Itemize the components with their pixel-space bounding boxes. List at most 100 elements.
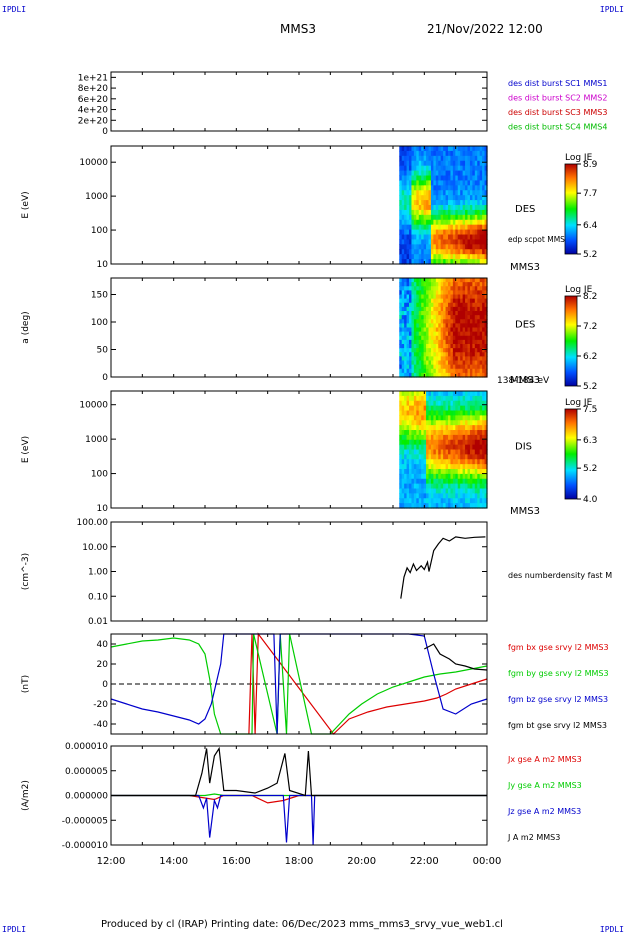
dis-energy-cell — [421, 483, 425, 490]
dis-energy-cell — [433, 439, 437, 446]
dis-energy-cell — [479, 469, 483, 475]
des-energy-cell — [479, 195, 483, 201]
des-energy-cell — [401, 165, 405, 172]
des-pitch-cell — [457, 360, 461, 366]
des-pitch-cell — [416, 348, 420, 353]
des-energy-cell — [426, 229, 430, 236]
des-energy-cell — [465, 244, 469, 250]
des-energy-cell — [452, 239, 456, 245]
des-energy-cell — [477, 185, 481, 191]
dis-energy-cell — [413, 469, 417, 475]
dis-energy-cell — [433, 503, 437, 509]
des-pitch-cell — [450, 339, 454, 345]
des-pitch-cell — [467, 302, 471, 308]
des-pitch-cell — [430, 298, 434, 304]
des-pitch-cell — [469, 335, 473, 341]
des-energy-cell — [457, 195, 461, 201]
des-energy-cell — [450, 195, 454, 201]
dis-energy-cell — [404, 444, 408, 451]
des-pitch-cell — [472, 352, 476, 357]
des-pitch-cell — [455, 339, 459, 345]
des-energy-cell — [462, 234, 466, 241]
dis-energy-cell — [465, 454, 469, 460]
dis-energy-cell — [438, 420, 442, 426]
dis-energy-cell — [421, 503, 425, 509]
des-energy-cell — [418, 146, 422, 152]
des-pitch-cell — [401, 294, 405, 300]
dis-energy-cell — [452, 473, 456, 480]
dis-energy-cell — [448, 444, 452, 451]
dis-energy-cell — [445, 439, 449, 446]
dis-energy-cell — [469, 430, 473, 436]
dis-energy-cell — [482, 395, 486, 402]
dis-energy-cell — [416, 391, 420, 397]
des-energy-cell — [435, 190, 439, 196]
des-energy-cell — [404, 185, 408, 191]
des-pitch-cell — [418, 298, 422, 304]
des-energy-cell — [440, 244, 444, 250]
des-energy-cell — [469, 229, 473, 236]
des-pitch-cell — [450, 360, 454, 366]
des-energy-cell — [406, 259, 410, 265]
des-pitch-cell — [423, 315, 427, 320]
current-ytick-label: 0.000005 — [65, 767, 108, 777]
des-energy-cell — [421, 185, 425, 191]
corner-mark-top-left: IPDLI — [2, 5, 27, 14]
des-pitch-cell — [416, 368, 420, 374]
dis-energy-cell — [426, 473, 430, 480]
des-pitch-cell — [428, 339, 432, 345]
des-energy-cell — [450, 170, 454, 177]
des-pitch-cell — [421, 368, 425, 374]
dis-energy-cell — [416, 469, 420, 475]
dis-energy-cell — [421, 410, 425, 416]
des-energy-cell — [423, 224, 427, 231]
dis-energy-cell — [428, 430, 432, 436]
des-pitch-cell — [404, 282, 408, 287]
des-pitch-cell — [457, 306, 461, 312]
des-energy-cell — [462, 249, 466, 255]
dis-energy-cell — [435, 503, 439, 509]
dis-energy-cell — [482, 503, 486, 509]
des-energy-cell — [482, 170, 486, 177]
des-energy-cell — [467, 224, 471, 231]
des-energy-cell — [448, 180, 452, 186]
des-energy-cell — [443, 185, 447, 191]
des-energy-cell — [457, 165, 461, 172]
dis-energy-cell — [469, 459, 473, 465]
des-energy-cell — [448, 229, 452, 236]
dis-energy-cell — [452, 459, 456, 465]
des-energy-cell — [399, 180, 403, 186]
dis-energy-cell — [428, 469, 432, 475]
des-pitch-cell — [445, 298, 449, 304]
des-pitch-cell — [413, 311, 417, 316]
des-pitch-cell — [406, 368, 410, 374]
des-pitch-cell — [421, 294, 425, 300]
dis-energy-cell — [426, 459, 430, 465]
des-pitch-cell — [457, 286, 461, 291]
dis-energy-cell — [404, 449, 408, 455]
dis-energy-ytick-label: 100 — [91, 470, 108, 480]
des-energy-cell — [399, 224, 403, 231]
dis-energy-cell — [428, 405, 432, 412]
dis-energy-cell — [404, 493, 408, 499]
dis-energy-cell — [484, 488, 488, 494]
des-pitch-cell — [423, 290, 427, 296]
dis-energy-cell — [469, 483, 473, 490]
des-pitch-cell — [465, 372, 469, 378]
dis-energy-cell — [440, 405, 444, 412]
des-pitch-cell — [472, 368, 476, 374]
des-pitch-cell — [435, 360, 439, 366]
des-energy-cell — [484, 249, 488, 255]
dis-energy-cell — [445, 454, 449, 460]
des-energy-cell — [445, 190, 449, 196]
des-energy-cell — [421, 249, 425, 255]
des-pitch-cell — [477, 327, 481, 333]
des-energy-cell — [426, 205, 430, 211]
des-energy-cell — [452, 165, 456, 172]
dis-energy-cell — [462, 488, 466, 494]
des-energy-cell — [484, 185, 488, 191]
des-energy-cell — [406, 229, 410, 236]
des-energy-cell — [433, 200, 437, 206]
des-energy-cell — [482, 239, 486, 245]
des-energy-cell — [406, 254, 410, 260]
